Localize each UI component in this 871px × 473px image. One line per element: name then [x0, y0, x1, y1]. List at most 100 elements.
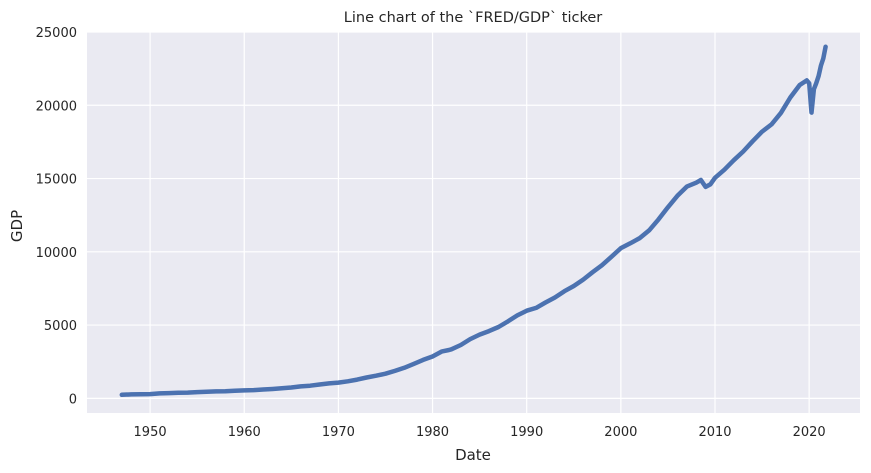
data-point: [356, 379, 358, 381]
data-point: [667, 206, 669, 208]
data-point: [366, 376, 368, 378]
x-tick-label: 1990: [510, 425, 543, 440]
data-point: [723, 169, 725, 171]
data-point: [620, 247, 622, 249]
data-point: [281, 387, 283, 389]
data-point: [658, 218, 660, 220]
data-point: [582, 279, 584, 281]
x-axis-label: Date: [455, 446, 491, 464]
data-point: [337, 382, 339, 384]
x-axis-ticks: 1950 1960 1970 1980 1990 2000 2010 2020: [134, 425, 826, 440]
data-point: [554, 297, 556, 299]
plot-area: [87, 32, 860, 413]
data-point: [187, 392, 189, 394]
y-tick-label: 0: [69, 392, 77, 407]
data-point: [290, 386, 292, 388]
data-point: [820, 65, 822, 67]
data-point: [526, 310, 528, 312]
data-point: [780, 112, 782, 114]
data-point: [545, 302, 547, 304]
data-point: [262, 388, 264, 390]
data-point: [319, 384, 321, 386]
data-point: [813, 88, 815, 90]
data-point: [394, 370, 396, 372]
data-point: [822, 57, 824, 59]
y-tick-label: 10000: [36, 246, 77, 261]
data-point: [770, 123, 772, 125]
data-point: [752, 140, 754, 142]
data-point: [243, 389, 245, 391]
x-tick-label: 2010: [698, 425, 731, 440]
data-point: [818, 75, 820, 77]
data-point: [629, 242, 631, 244]
data-point: [432, 355, 434, 357]
x-tick-label: 1970: [322, 425, 355, 440]
data-point: [705, 186, 707, 188]
grid-lines: [87, 31, 860, 413]
series-layer: [119, 44, 828, 398]
data-point: [799, 84, 801, 86]
data-point: [808, 82, 810, 84]
data-point: [460, 344, 462, 346]
data-point: [676, 195, 678, 197]
data-point: [479, 334, 481, 336]
data-point: [271, 388, 273, 390]
y-axis-ticks: 0 5000 10000 15000 20000 25000: [36, 26, 77, 407]
data-point: [168, 392, 170, 394]
data-point: [450, 348, 452, 350]
data-point: [384, 373, 386, 375]
y-tick-label: 15000: [36, 173, 77, 188]
data-point: [215, 390, 217, 392]
y-tick-label: 25000: [36, 26, 77, 41]
data-point: [300, 385, 302, 387]
data-point: [815, 82, 817, 84]
data-point: [441, 350, 443, 352]
data-point: [497, 326, 499, 328]
data-point: [347, 380, 349, 382]
data-point: [121, 394, 123, 396]
data-point: [253, 389, 255, 391]
x-tick-label: 1950: [134, 425, 167, 440]
chart-title: Line chart of the `FRED/GDP` ticker: [344, 10, 602, 26]
y-tick-label: 5000: [44, 319, 77, 334]
data-point: [448, 349, 450, 351]
data-point: [811, 112, 813, 114]
data-point: [806, 79, 808, 81]
data-point: [516, 314, 518, 316]
data-point: [130, 393, 132, 395]
data-point: [469, 338, 471, 340]
data-point: [686, 186, 688, 188]
data-point: [709, 183, 711, 185]
data-point: [177, 392, 179, 394]
data-point: [695, 182, 697, 184]
data-point: [648, 229, 650, 231]
data-point: [309, 385, 311, 387]
data-point: [422, 359, 424, 361]
data-point: [140, 393, 142, 395]
y-tick-label: 20000: [36, 99, 77, 114]
data-point: [639, 237, 641, 239]
x-tick-label: 1980: [416, 425, 449, 440]
data-point: [563, 290, 565, 292]
data-point: [714, 177, 716, 179]
data-point: [507, 320, 509, 322]
data-point: [733, 159, 735, 161]
data-point: [592, 271, 594, 273]
data-point: [206, 391, 208, 393]
x-tick-label: 2020: [793, 425, 826, 440]
data-point: [234, 390, 236, 392]
data-point: [535, 307, 537, 309]
data-point: [700, 179, 702, 181]
data-point: [328, 382, 330, 384]
data-point: [742, 151, 744, 153]
data-point: [573, 285, 575, 287]
data-point: [488, 330, 490, 332]
data-point: [158, 392, 160, 394]
data-point: [375, 375, 377, 377]
data-point: [403, 367, 405, 369]
x-tick-label: 2000: [604, 425, 637, 440]
data-point: [149, 393, 151, 395]
y-axis-label: GDP: [8, 210, 26, 242]
data-point: [601, 264, 603, 266]
